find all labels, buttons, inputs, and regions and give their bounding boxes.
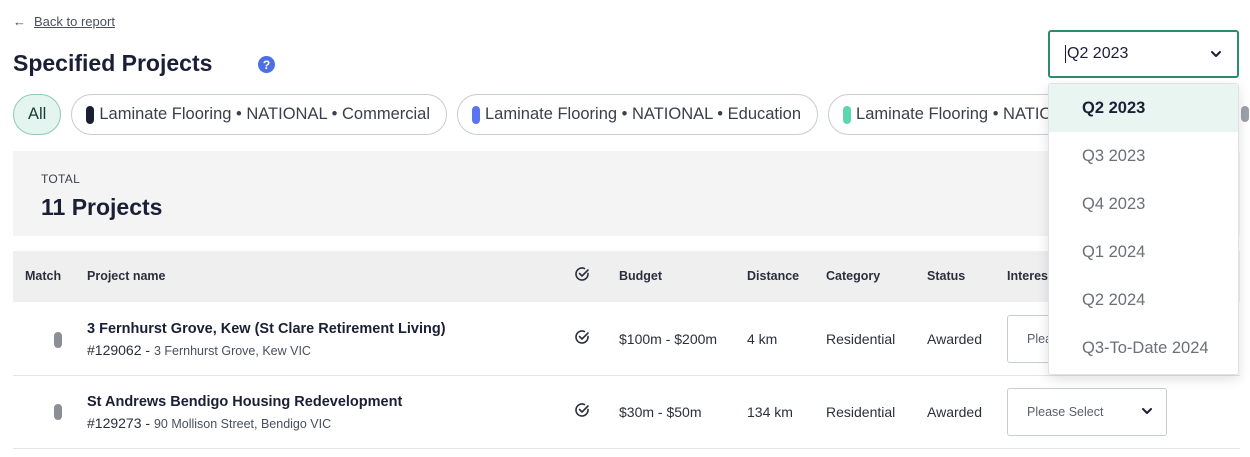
period-select-menu: Q2 2023 Q3 2023 Q4 2023 Q1 2024 Q2 2024 …: [1048, 83, 1239, 375]
column-header-status[interactable]: Status: [927, 269, 966, 283]
budget-value: $30m - $50m: [619, 404, 702, 420]
period-option-q2-2024[interactable]: Q2 2024: [1082, 290, 1146, 309]
column-header-category[interactable]: Category: [826, 269, 881, 283]
status-value: Awarded: [927, 331, 983, 347]
column-header-match[interactable]: Match: [25, 269, 62, 283]
filter-chip-all[interactable]: All: [13, 94, 62, 135]
project-id: #129062 -: [87, 342, 151, 358]
table-row[interactable]: St Andrews Bendigo Housing Redevelopment…: [13, 376, 1240, 449]
status-value: Awarded: [927, 404, 983, 420]
chevron-down-icon[interactable]: [1209, 47, 1223, 66]
back-link-label[interactable]: Back to report: [34, 14, 115, 29]
period-option-q3-to-date-2024[interactable]: Q3-To-Date 2024: [1082, 338, 1209, 357]
color-swatch: [472, 105, 480, 124]
interest-select-placeholder: Please Select: [1027, 405, 1104, 419]
project-address: 90 Mollison Street, Bendigo VIC: [153, 417, 332, 431]
project-id-line: #129062 - 3 Fernhurst Grove, Kew VIC: [87, 342, 311, 358]
back-to-report-link[interactable]: ← Back to report: [13, 14, 115, 29]
project-id-line: #129273 - 90 Mollison Street, Bendigo VI…: [87, 415, 331, 431]
text-caret: [1065, 45, 1066, 63]
filter-chip-label: Laminate Flooring • NATIONAL • Education: [485, 105, 802, 123]
total-label: TOTAL: [41, 172, 81, 186]
project-id: #129273 -: [87, 415, 151, 431]
chevron-down-icon: [1140, 404, 1154, 421]
arrow-left-icon: ←: [13, 14, 26, 29]
period-option-q1-2024[interactable]: Q1 2024: [1082, 242, 1146, 261]
check-circle-icon: [574, 329, 590, 348]
check-circle-icon: [574, 266, 590, 285]
match-indicator: [54, 332, 62, 348]
help-icon[interactable]: ?: [258, 56, 275, 73]
budget-value: $100m - $200m: [619, 331, 718, 347]
project-name[interactable]: St Andrews Bendigo Housing Redevelopment: [87, 394, 403, 410]
interest-select[interactable]: Please Select: [1007, 388, 1167, 436]
period-select-value: Q2 2023: [1067, 45, 1129, 62]
category-value: Residential: [826, 404, 896, 420]
filter-chip-bar: All Laminate Flooring • NATIONAL • Comme…: [13, 94, 1250, 136]
distance-value: 134 km: [747, 404, 793, 420]
project-name[interactable]: 3 Fernhurst Grove, Kew (St Clare Retirem…: [87, 321, 446, 337]
column-header-project-name[interactable]: Project name: [87, 269, 166, 283]
column-header-distance[interactable]: Distance: [747, 269, 800, 283]
total-value: 11 Projects: [41, 194, 163, 220]
color-swatch: [843, 105, 852, 124]
column-header-budget[interactable]: Budget: [619, 269, 663, 283]
period-option-q2-2023[interactable]: Q2 2023: [1049, 84, 1238, 132]
color-swatch: [86, 105, 95, 124]
column-header-interest[interactable]: Interest: [1007, 269, 1053, 283]
table-header: Match Project name Budget Distance Categ…: [13, 251, 1240, 302]
period-option-q4-2023[interactable]: Q4 2023: [1082, 194, 1146, 213]
horizontal-scrollbar-thumb[interactable]: [1241, 106, 1249, 122]
distance-value: 4 km: [747, 331, 778, 347]
check-circle-icon: [574, 402, 590, 421]
match-indicator: [54, 404, 62, 420]
page-title: Specified Projects: [13, 50, 213, 76]
total-summary: TOTAL 11 Projects: [13, 151, 1240, 236]
filter-chip-commercial[interactable]: Laminate Flooring • NATIONAL • Commercia…: [71, 94, 447, 135]
filter-chip-label: Laminate Flooring • NATIONAL • Commercia…: [99, 105, 430, 123]
filter-chip-education[interactable]: Laminate Flooring • NATIONAL • Education: [457, 94, 819, 135]
project-address: 3 Fernhurst Grove, Kew VIC: [153, 344, 311, 358]
filter-chip-label: All: [28, 105, 47, 123]
period-select-input[interactable]: Q2 2023: [1048, 30, 1239, 78]
category-value: Residential: [826, 331, 896, 347]
period-option-q3-2023[interactable]: Q3 2023: [1082, 146, 1146, 165]
